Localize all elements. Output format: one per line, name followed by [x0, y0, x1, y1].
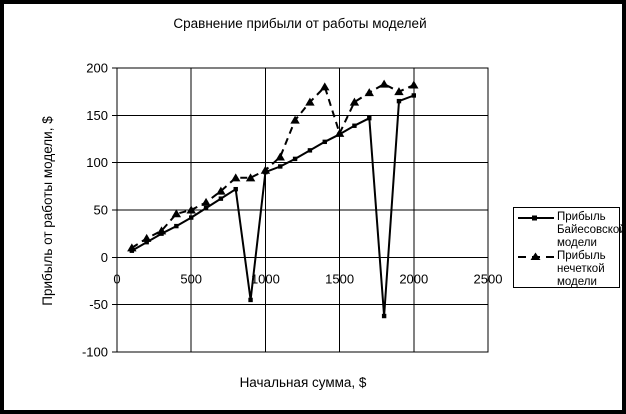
bayesian-series-marker: [233, 186, 238, 192]
y-tick-label: 100: [86, 155, 108, 170]
bayesian-series-marker: [189, 215, 194, 220]
x-tick-label: 500: [180, 271, 202, 286]
bayesian-series-marker: [278, 164, 283, 169]
fuzzy-series-marker: [156, 226, 167, 235]
bayesian-series-marker: [367, 115, 372, 121]
bayesian-line-sample-icon: [518, 215, 554, 221]
x-tick-label: 2000: [399, 271, 428, 286]
bayesian-series-marker: [248, 297, 253, 303]
fuzzy-series-marker: [245, 173, 256, 182]
bayesian-series-marker: [381, 313, 387, 319]
fuzzy-series-marker: [260, 165, 271, 174]
fuzzy-series-marker: [409, 80, 419, 89]
fuzzy-series-marker: [275, 152, 285, 161]
x-axis-title: Начальная сумма, $: [240, 375, 367, 390]
bayesian-series-marker: [218, 196, 224, 201]
fuzzy-series-marker: [349, 97, 360, 106]
fuzzy-series-marker: [320, 82, 330, 91]
x-tick-label: 1500: [325, 271, 354, 286]
y-tick-label: -100: [82, 345, 108, 360]
legend-label-bayesian: Прибыль Байесовской модели: [557, 211, 626, 249]
fuzzy-series-marker: [290, 115, 300, 124]
bayesian-series-marker: [352, 123, 357, 128]
bayesian-series-line: [131, 94, 415, 317]
fuzzy-series-marker: [141, 233, 152, 242]
fuzzy-series-marker: [127, 243, 137, 252]
fuzzy-series-marker: [231, 173, 241, 182]
y-tick-label: 0: [101, 250, 108, 265]
fuzzy-series-marker: [305, 97, 315, 106]
y-tick-label: 50: [94, 203, 108, 218]
y-tick-label: 150: [86, 108, 108, 123]
bayesian-series-marker: [396, 98, 402, 104]
fuzzy-series-marker: [379, 79, 389, 88]
legend-entry-fuzzy: Прибыль нечеткой модели: [518, 250, 619, 289]
bayesian-series-marker: [203, 205, 209, 211]
bayesian-series-marker: [292, 156, 298, 162]
fuzzy-line-sample-icon: [518, 252, 554, 260]
bayesian-series-marker: [411, 93, 416, 98]
x-tick-label: 1000: [251, 271, 280, 286]
legend: Прибыль Байесовской модели Прибыль нечет…: [513, 207, 626, 289]
legend-entry-bayesian: Прибыль Байесовской модели: [518, 211, 626, 250]
fuzzy-series-marker: [364, 88, 374, 97]
legend-label-fuzzy: Прибыль нечеткой модели: [557, 249, 606, 288]
fuzzy-series-marker: [394, 87, 404, 96]
chart-title: Сравнение прибыли от работы моделей: [173, 16, 426, 31]
fuzzy-series-marker: [171, 209, 182, 218]
fuzzy-series-marker: [186, 205, 196, 214]
y-axis-title: Прибыль от работы модели, $: [40, 116, 55, 306]
plot-border: [116, 67, 489, 353]
fuzzy-series-marker: [216, 186, 226, 195]
y-tick-label: 200: [86, 61, 108, 76]
y-tick-label: -50: [89, 297, 108, 312]
bayesian-series-marker: [322, 139, 327, 145]
fuzzy-series-line: [131, 83, 415, 249]
bayesian-series-marker: [144, 239, 149, 245]
bayesian-series-marker: [307, 148, 313, 153]
fuzzy-series-marker: [334, 128, 345, 137]
fuzzy-series-marker: [201, 197, 211, 206]
bayesian-series-marker: [174, 223, 179, 229]
